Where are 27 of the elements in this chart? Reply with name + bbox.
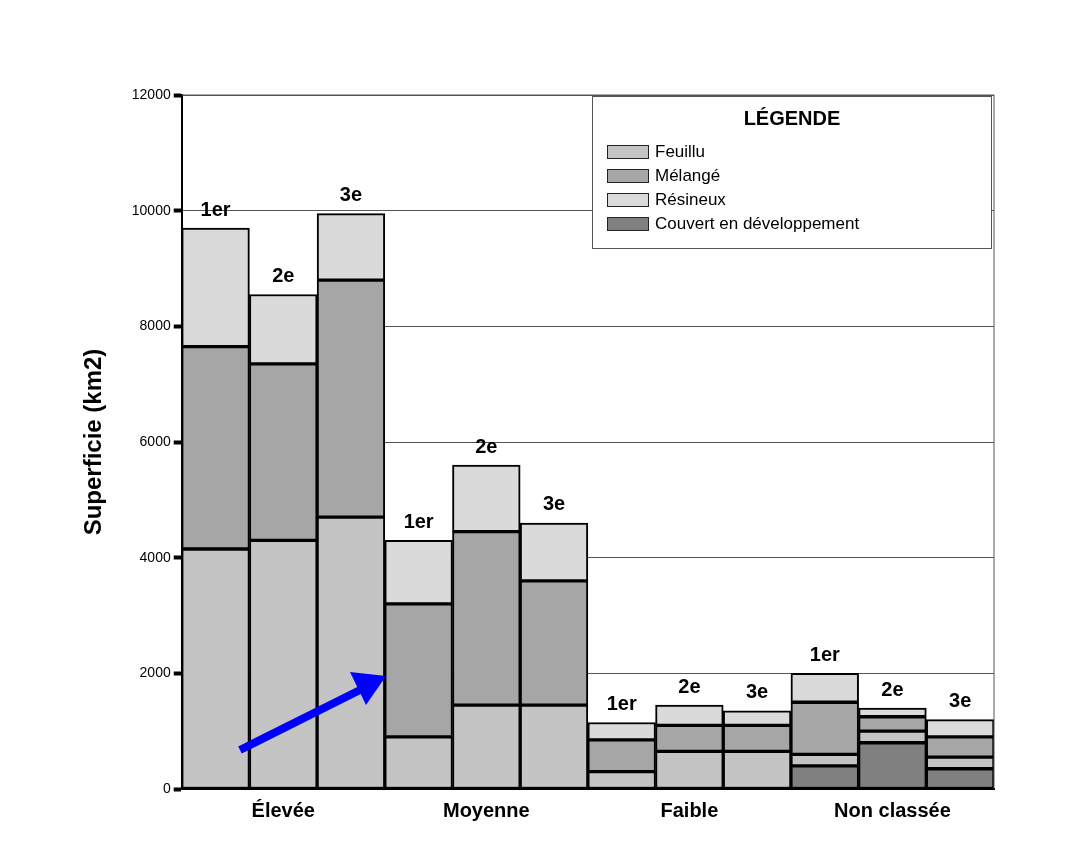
x-tick-label: Élevée [251, 798, 315, 821]
annotation: 1er [809, 642, 841, 665]
x-tick-label: Non classée [834, 798, 951, 821]
legend-label: Couvert en développement [655, 214, 860, 234]
annotation: 3e [339, 183, 363, 206]
y-tick-label: 4000 [139, 548, 171, 565]
x-tick-label: Moyenne [442, 798, 530, 821]
legend-label: Mélangé [655, 166, 721, 186]
annotation: 2e [678, 674, 701, 697]
annotation: 3e [949, 689, 972, 712]
legend-label: Feuillu [655, 142, 706, 162]
legend-title: LÉGENDE [742, 107, 842, 130]
annotation: 1er [403, 509, 434, 532]
y-tick-label: 0 [162, 779, 171, 796]
annotation: 3e [542, 492, 566, 515]
annotation: 2e [272, 264, 295, 287]
annotation: 2e [881, 677, 904, 700]
y-tick-label: 10000 [131, 201, 171, 218]
annotation: 1er [606, 692, 637, 715]
legend-label: Résineux [655, 190, 726, 210]
y-axis-title: Superficie (km2) [79, 348, 107, 536]
y-tick-label: 8000 [139, 317, 171, 334]
y-tick-label: 2000 [139, 664, 171, 681]
x-tick-label: Faible [660, 798, 719, 821]
annotation: 3e [745, 680, 769, 703]
y-tick-label: 6000 [139, 432, 171, 449]
y-tick-label: 12000 [131, 85, 171, 102]
